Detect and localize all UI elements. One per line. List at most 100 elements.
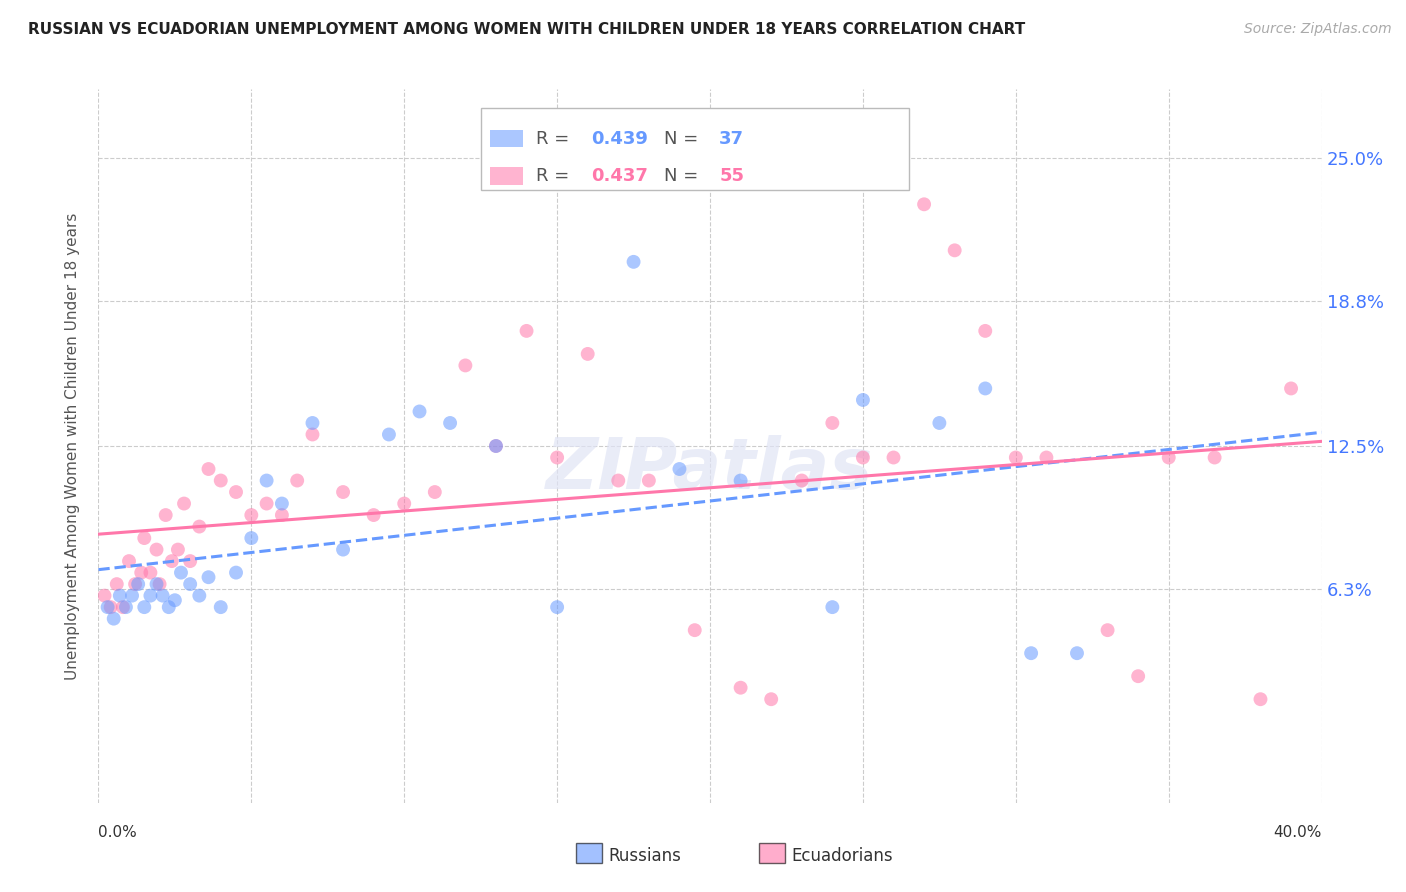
Point xyxy=(638,474,661,488)
Point xyxy=(1035,450,1057,465)
Point xyxy=(256,474,278,488)
Point xyxy=(423,485,446,500)
Point xyxy=(852,392,875,407)
Point xyxy=(301,427,323,442)
Point xyxy=(546,600,568,615)
Point xyxy=(485,439,508,453)
Point xyxy=(118,554,141,568)
Point xyxy=(546,450,568,465)
Point xyxy=(1004,450,1026,465)
Text: R =: R = xyxy=(536,167,575,185)
Point xyxy=(683,623,706,637)
Point xyxy=(134,531,156,545)
Point xyxy=(197,570,219,584)
Point xyxy=(149,577,172,591)
Point xyxy=(332,485,354,500)
Point xyxy=(139,566,162,580)
Point xyxy=(139,589,162,603)
Point xyxy=(105,577,128,591)
Bar xyxy=(489,130,523,147)
Text: Ecuadorians: Ecuadorians xyxy=(792,847,893,865)
Text: N =: N = xyxy=(664,129,704,148)
Point xyxy=(883,450,905,465)
Point xyxy=(790,474,813,488)
Point xyxy=(301,416,323,430)
Text: 0.0%: 0.0% xyxy=(98,825,138,840)
Point xyxy=(157,600,180,615)
Point xyxy=(209,474,232,488)
FancyBboxPatch shape xyxy=(481,108,908,191)
Text: R =: R = xyxy=(536,129,575,148)
Point xyxy=(145,577,167,591)
Point xyxy=(240,508,263,522)
Point xyxy=(134,600,156,615)
Point xyxy=(1157,450,1180,465)
Point xyxy=(730,681,752,695)
Point xyxy=(1128,669,1150,683)
Text: 0.437: 0.437 xyxy=(591,167,648,185)
Point xyxy=(127,577,149,591)
Text: 37: 37 xyxy=(720,129,744,148)
Point xyxy=(179,577,201,591)
Point xyxy=(163,593,186,607)
Point xyxy=(152,589,174,603)
Point xyxy=(363,508,385,522)
Point xyxy=(129,566,152,580)
Point xyxy=(821,600,844,615)
Point xyxy=(378,427,401,442)
Point xyxy=(1326,347,1348,361)
Text: 40.0%: 40.0% xyxy=(1274,825,1322,840)
Point xyxy=(115,600,138,615)
Point xyxy=(188,519,211,533)
Point xyxy=(485,439,508,453)
Point xyxy=(240,531,263,545)
Point xyxy=(668,462,690,476)
Point xyxy=(332,542,354,557)
Point xyxy=(439,416,461,430)
Text: ZIPatlas: ZIPatlas xyxy=(547,434,873,503)
Point xyxy=(124,577,146,591)
Point xyxy=(1097,623,1119,637)
Point xyxy=(225,485,247,500)
Point xyxy=(1066,646,1088,660)
Point xyxy=(188,589,211,603)
Text: 55: 55 xyxy=(720,167,744,185)
Point xyxy=(408,404,430,418)
Point xyxy=(454,359,477,373)
Bar xyxy=(489,168,523,185)
Point xyxy=(111,600,134,615)
Point xyxy=(576,347,599,361)
Text: N =: N = xyxy=(664,167,704,185)
Point xyxy=(97,600,120,615)
Point xyxy=(928,416,950,430)
Point xyxy=(761,692,783,706)
Text: Source: ZipAtlas.com: Source: ZipAtlas.com xyxy=(1244,22,1392,37)
Point xyxy=(121,589,143,603)
Text: 0.439: 0.439 xyxy=(591,129,648,148)
Point xyxy=(170,566,193,580)
Point xyxy=(1279,381,1302,395)
Text: Russians: Russians xyxy=(609,847,682,865)
Point xyxy=(209,600,232,615)
Point xyxy=(167,542,190,557)
Point xyxy=(516,324,538,338)
Point xyxy=(155,508,177,522)
Point xyxy=(93,589,115,603)
Point xyxy=(912,197,935,211)
Point xyxy=(270,497,294,511)
Point xyxy=(103,612,125,626)
Point xyxy=(225,566,247,580)
Point xyxy=(607,474,630,488)
Point xyxy=(1019,646,1042,660)
Point xyxy=(1250,692,1272,706)
Point xyxy=(160,554,183,568)
Point xyxy=(623,255,645,269)
Point xyxy=(100,600,122,615)
Point xyxy=(256,497,278,511)
Point xyxy=(821,416,844,430)
Point xyxy=(943,244,966,258)
Y-axis label: Unemployment Among Women with Children Under 18 years: Unemployment Among Women with Children U… xyxy=(65,212,80,680)
Point xyxy=(392,497,416,511)
Point xyxy=(974,324,997,338)
Text: RUSSIAN VS ECUADORIAN UNEMPLOYMENT AMONG WOMEN WITH CHILDREN UNDER 18 YEARS CORR: RUSSIAN VS ECUADORIAN UNEMPLOYMENT AMONG… xyxy=(28,22,1025,37)
